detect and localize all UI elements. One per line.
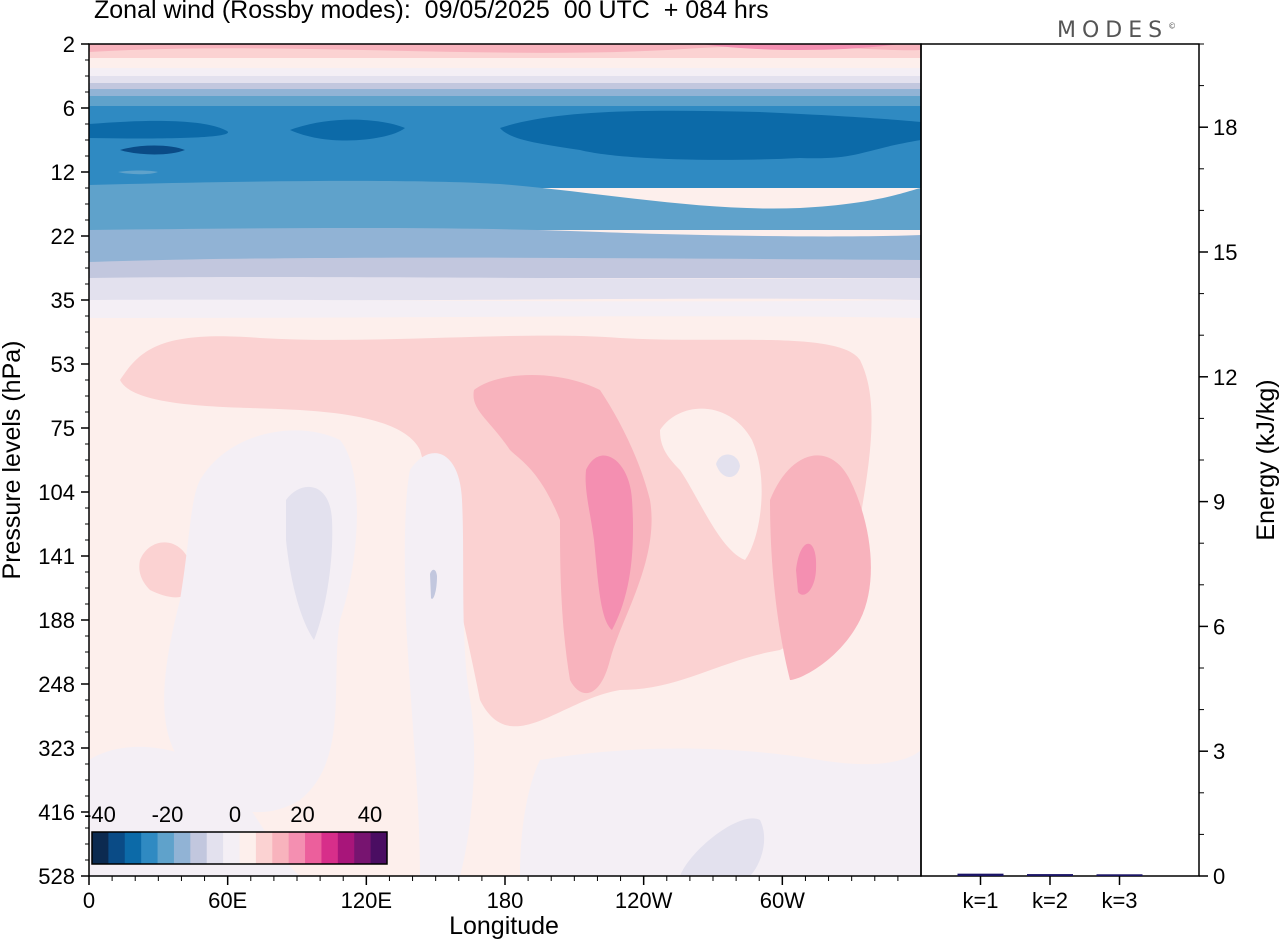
energy-tick-label: 9: [1213, 490, 1225, 515]
colorbar-swatch: [370, 832, 388, 864]
y-axis-label: Pressure levels (hPa): [0, 341, 26, 580]
colorbar-swatch: [124, 832, 142, 864]
energy-axis: 0 3 6 9 12 15 18: [1199, 43, 1237, 889]
energy-plot-frame: [920, 43, 1200, 877]
colorbar-tick-label: 20: [290, 802, 314, 827]
energy-bar-k3: [1096, 874, 1143, 876]
pressure-tick-label: 323: [38, 736, 75, 761]
pressure-tick-label: 53: [51, 352, 75, 377]
colorbar-swatch: [337, 832, 355, 864]
energy-category-label: k=3: [1101, 888, 1137, 913]
chart-title: Zonal wind (Rossby modes): 09/05/2025 00…: [94, 0, 769, 24]
pressure-axis: 2 6 12 22 35 53 75 104 141 188 248 323 416 528: [38, 32, 89, 889]
pressure-tick-label: 6: [63, 96, 75, 121]
pressure-tick-label: 12: [51, 160, 75, 185]
colorbar-swatch: [321, 832, 339, 864]
energy-tick-label: 15: [1213, 240, 1237, 265]
longitude-tick-label: 0: [83, 888, 95, 913]
pressure-tick-label: 22: [51, 224, 75, 249]
colorbar-swatch: [190, 832, 208, 864]
longitude-tick-label: 120W: [615, 888, 673, 913]
energy-category-label: k=1: [962, 888, 998, 913]
colorbar-swatch: [239, 832, 257, 864]
longitude-tick-label: 120E: [341, 888, 392, 913]
colorbar-tick-label: 0: [229, 802, 241, 827]
pressure-tick-label: 248: [38, 672, 75, 697]
energy-tick-label: 0: [1213, 864, 1225, 889]
colorbar-swatch: [108, 832, 126, 864]
colorbar-swatch: [354, 832, 372, 864]
energy-axis-label: Energy (kJ/kg): [1252, 379, 1280, 540]
contour-field: [89, 44, 921, 876]
pressure-tick-label: 104: [38, 480, 75, 505]
longitude-tick-label: 180: [487, 888, 524, 913]
pressure-tick-label: 75: [51, 416, 75, 441]
longitude-tick-label: 60E: [208, 888, 247, 913]
colorbar-swatch: [223, 832, 240, 864]
x-axis-label: Longitude: [449, 912, 559, 940]
colorbar-tick-label: 40: [358, 802, 382, 827]
colorbar-swatch: [272, 832, 290, 864]
energy-tick-label: 3: [1213, 739, 1225, 764]
energy-bar-k1: [957, 873, 1004, 876]
energy-tick-label: 6: [1213, 614, 1225, 639]
colorbar-swatch: [206, 832, 224, 864]
colorbar-swatch: [255, 832, 273, 864]
colorbar-swatch: [157, 832, 175, 864]
pressure-tick-label: 528: [38, 864, 75, 889]
pressure-tick-label: 141: [38, 544, 75, 569]
colorbar: -40 -20 0 20 40: [84, 802, 388, 865]
longitude-axis: 0 60E 120E 180 120W 60W: [83, 876, 899, 913]
colorbar-swatch: [92, 832, 109, 864]
pressure-tick-label: 35: [51, 288, 75, 313]
colorbar-swatch: [141, 832, 159, 864]
colorbar-frame: [91, 831, 388, 865]
colorbar-tick-label: -40: [84, 802, 116, 827]
copyright-mark: ©: [1168, 21, 1177, 31]
longitude-tick-label: 60W: [760, 888, 805, 913]
energy-category-label: k=2: [1032, 888, 1068, 913]
pressure-tick-label: 2: [63, 32, 75, 57]
pressure-tick-label: 416: [38, 800, 75, 825]
modes-logo: MODES©: [1057, 18, 1176, 43]
energy-tick-label: 12: [1213, 365, 1237, 390]
modes-logo-text: MODES: [1057, 18, 1169, 43]
colorbar-swatch: [173, 832, 191, 864]
energy-bars: k=1 k=2 k=3: [957, 873, 1143, 913]
colorbar-swatch: [305, 832, 322, 864]
colorbar-tick-label: -20: [152, 802, 184, 827]
pressure-tick-label: 188: [38, 608, 75, 633]
colorbar-swatch: [288, 832, 306, 864]
energy-bar-k2: [1027, 874, 1073, 876]
energy-tick-label: 18: [1213, 115, 1237, 140]
